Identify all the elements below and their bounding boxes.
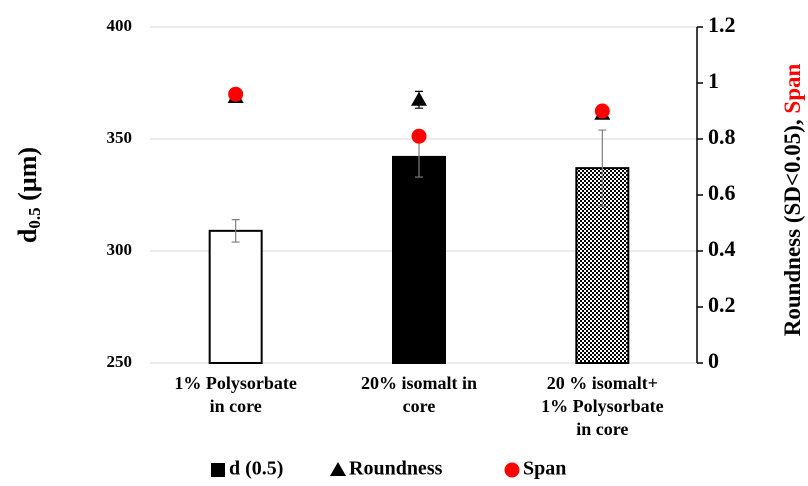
error-bar [598, 129, 607, 207]
y-tick-label: 400 [107, 16, 133, 35]
span-marker [411, 128, 427, 144]
legend-swatch [211, 463, 225, 477]
x-tick-label: in core [576, 419, 628, 439]
y2-tick-label: 1 [708, 68, 719, 93]
roundness-marker [411, 91, 427, 106]
legend-label: Roundness [349, 458, 443, 480]
x-tick-label: 1% Polysorbate [541, 396, 663, 416]
y2-tick-label: 0.2 [708, 292, 736, 317]
y-tick-label: 300 [107, 240, 133, 259]
span-marker [594, 103, 610, 119]
y2-tick-label: 0.6 [708, 180, 736, 205]
y2-tick-label: 0.8 [708, 124, 736, 149]
legend-label: d (0.5) [229, 458, 283, 480]
y-tick-label: 350 [107, 128, 133, 147]
legend-swatch [504, 462, 520, 478]
bar [392, 155, 446, 364]
y2-tick-label: 1.2 [708, 12, 736, 37]
x-tick-label: 20 % isomalt+ [547, 373, 658, 393]
legend-label: Span [523, 458, 566, 480]
span-marker [228, 86, 244, 102]
legend-swatch [330, 462, 346, 476]
y-tick-label: 250 [107, 352, 133, 371]
x-tick-label: in core [210, 396, 262, 416]
x-tick-label: core [403, 396, 436, 416]
x-tick-label: 1% Polysorbate [174, 373, 296, 393]
bar [208, 229, 263, 364]
x-tick-label: 20% isomalt in [361, 373, 477, 393]
y2-tick-label: 0 [708, 348, 719, 373]
y2-tick-label: 0.4 [708, 236, 736, 261]
error-bar [231, 219, 240, 243]
y2-axis-label: Roundness (SD<0.05), Span [780, 63, 805, 336]
y-axis-label: d0.5 (µm) [13, 147, 44, 243]
